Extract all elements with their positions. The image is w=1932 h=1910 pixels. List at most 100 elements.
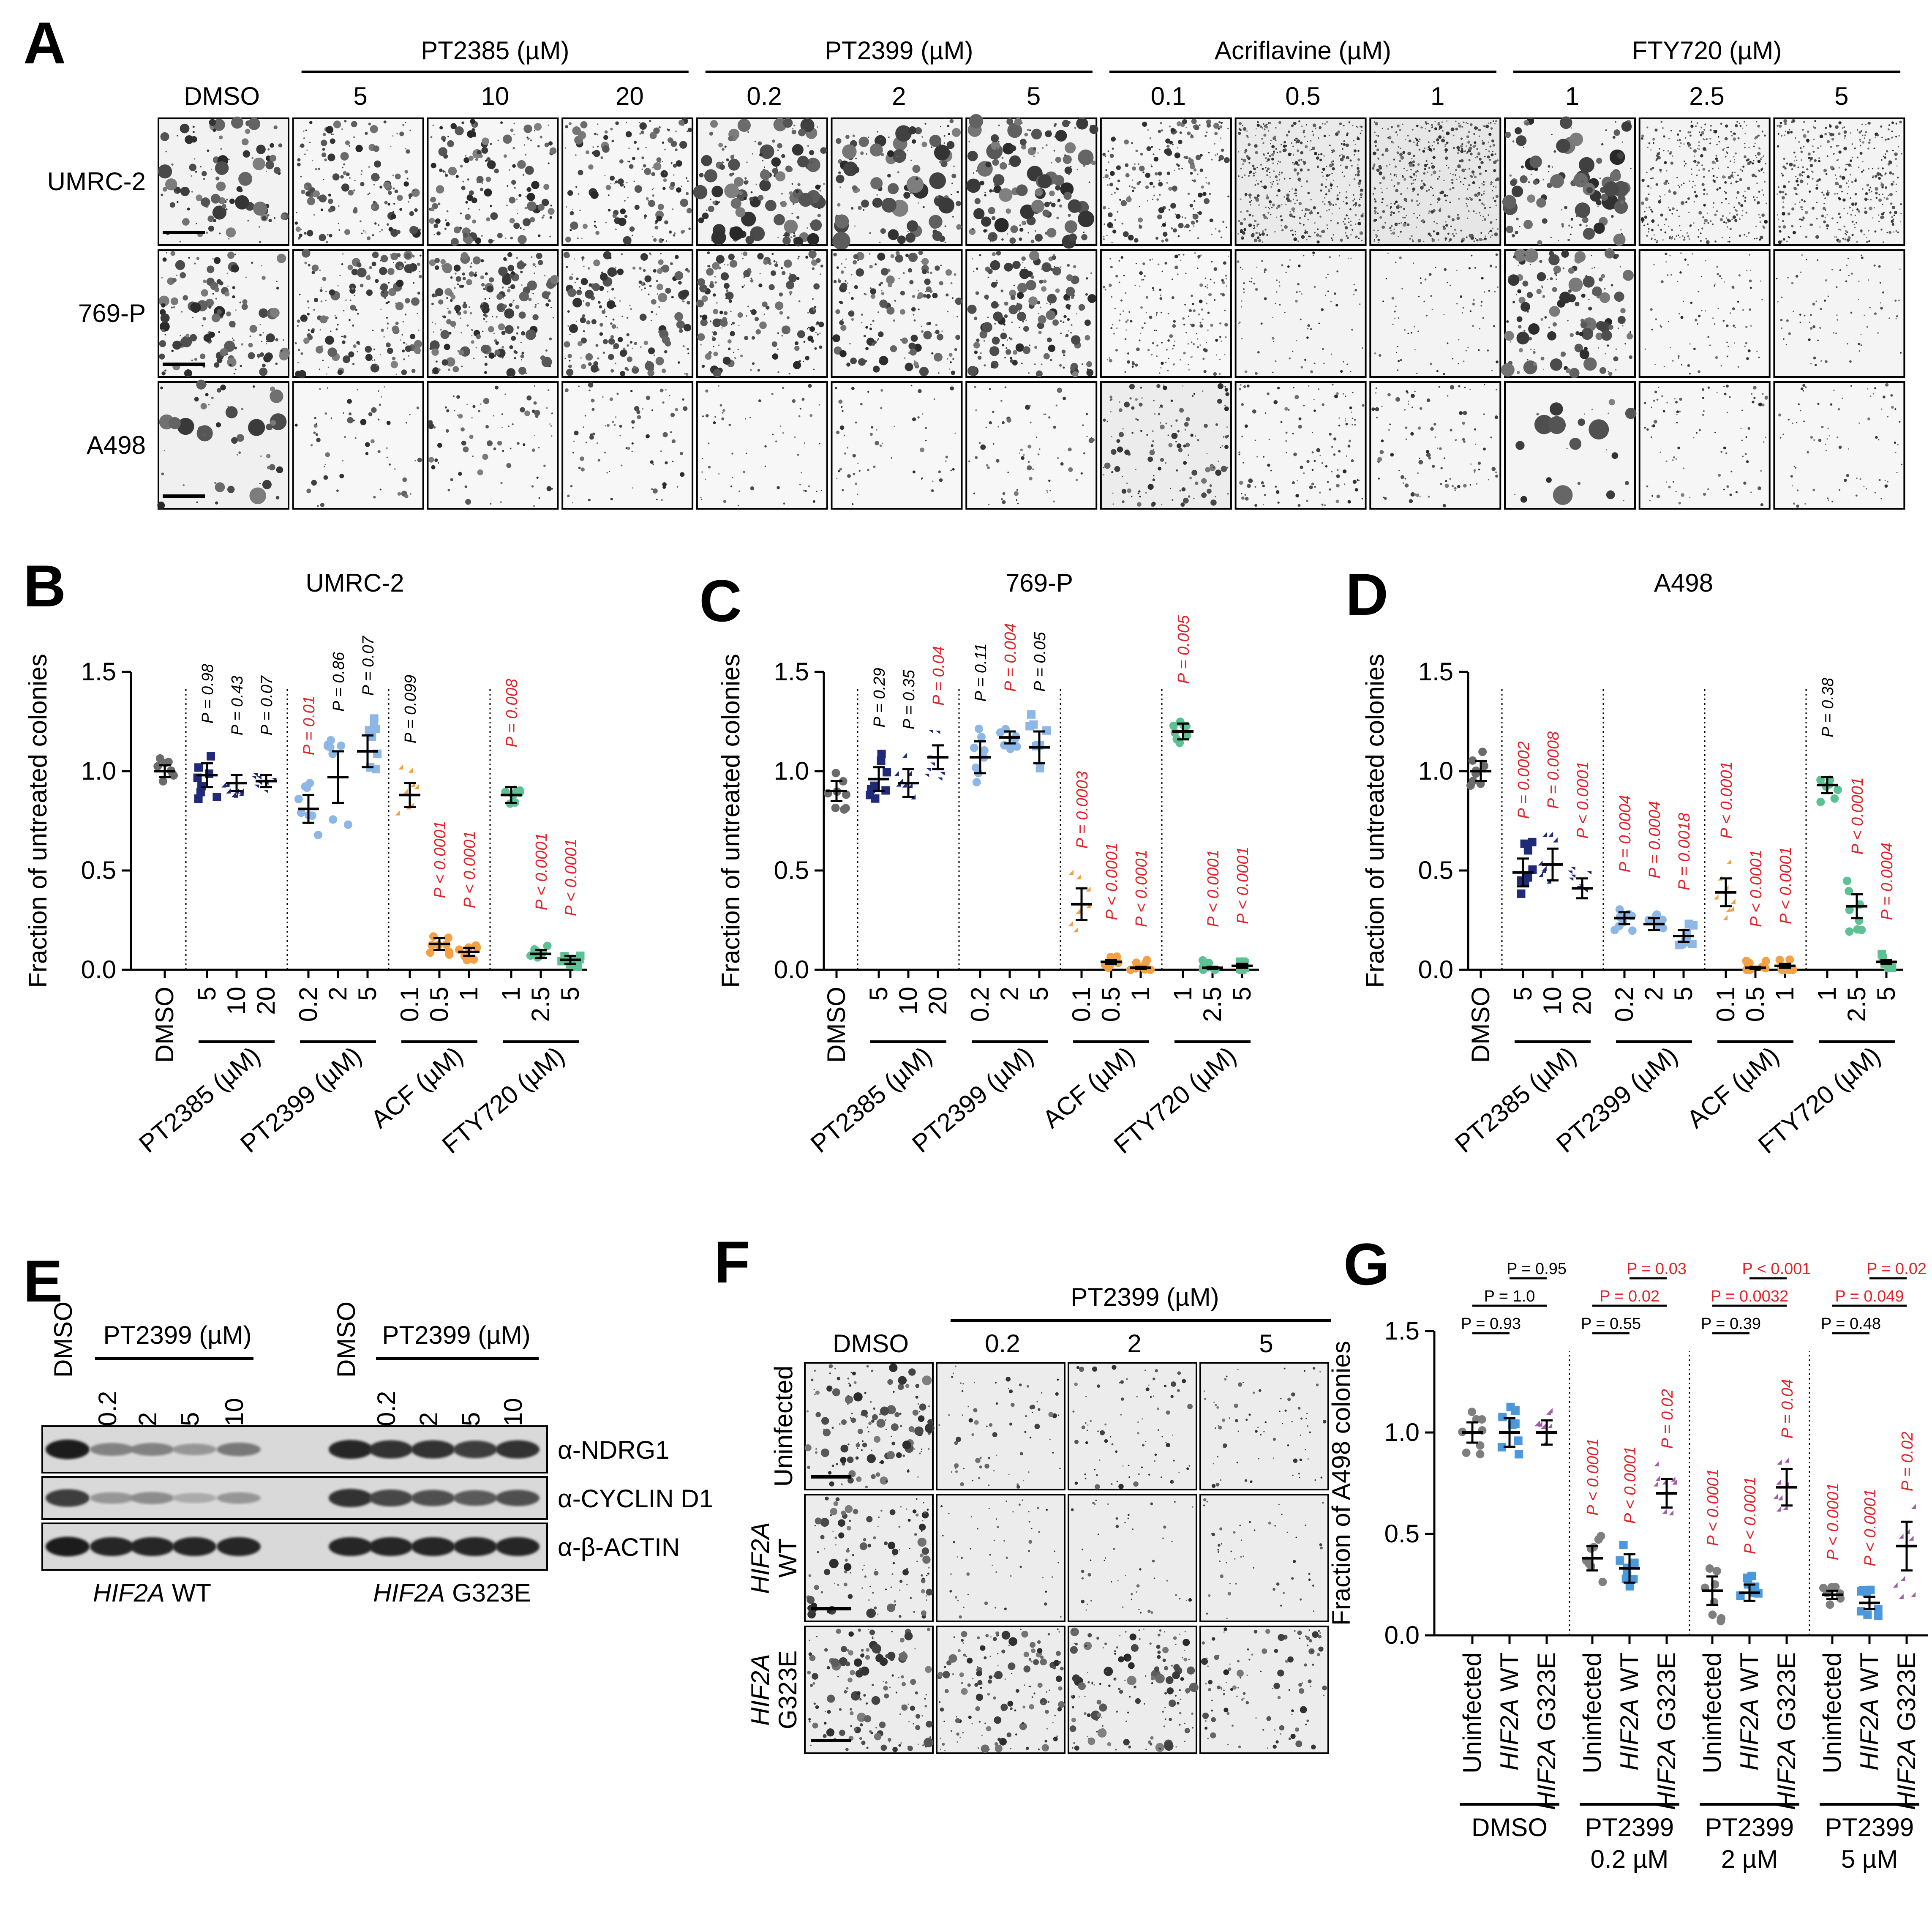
colony-dot (1255, 232, 1258, 235)
colony-dot (613, 183, 616, 185)
colony-dot (1697, 147, 1698, 149)
colony-dot (1275, 303, 1276, 304)
colony-dot (1009, 155, 1021, 167)
colony-dot (1793, 151, 1796, 154)
colony-dot (1497, 228, 1499, 230)
colony-dot (414, 208, 418, 212)
colony-dot (1733, 206, 1735, 208)
colony-dot (903, 192, 910, 199)
colony-dot (1748, 147, 1750, 148)
colony-dot (1300, 223, 1302, 224)
colony-dot (1015, 343, 1024, 352)
colony-dot (1155, 237, 1158, 240)
colony-dot (664, 220, 668, 224)
colony-dot (1131, 186, 1133, 188)
colony-dot (992, 252, 996, 256)
colony-dot (1466, 145, 1467, 147)
colony-dot (307, 300, 309, 303)
colony-dot (1311, 131, 1313, 132)
colony-dot (657, 293, 659, 295)
colony-dot (1045, 130, 1052, 137)
colony-dot (1319, 159, 1322, 161)
colony-dot (191, 175, 192, 177)
colony-dot (493, 354, 496, 357)
colony-dot (611, 139, 614, 142)
colony-dot (976, 170, 978, 172)
colony-dot (517, 213, 518, 214)
colony-dot (588, 267, 590, 270)
colony-dot (1051, 162, 1052, 164)
colony-dot (655, 313, 657, 315)
colony-dot (1399, 160, 1401, 162)
colony-dot (936, 196, 939, 199)
colony-dot (1856, 156, 1858, 158)
colony-dot (438, 299, 444, 305)
colony-dot (1650, 149, 1652, 151)
colony-dot (956, 201, 961, 207)
colony-dot (1733, 137, 1736, 141)
colony-dot (820, 273, 821, 275)
colony-dot (944, 225, 947, 227)
colony-dot (1869, 186, 1872, 188)
colony-dot (1620, 199, 1622, 201)
colony-dot (991, 141, 1000, 150)
colony-dot (1353, 284, 1355, 285)
colony-dot (1200, 254, 1202, 256)
colony-dot (1310, 140, 1312, 142)
colony-dot (1742, 128, 1744, 129)
colony-dot (1254, 184, 1256, 186)
colony-dot (489, 277, 494, 283)
colony-dot (1393, 185, 1395, 187)
colony-dot (1702, 167, 1706, 171)
colony-dot (973, 342, 980, 349)
colony-dot (1812, 171, 1814, 173)
colony-dot (1561, 250, 1569, 258)
colony-dot (1374, 131, 1376, 133)
colony-dot (409, 196, 411, 199)
colony-dot (1185, 224, 1190, 228)
colony-dot (1224, 354, 1226, 355)
colony-dot (1279, 304, 1281, 306)
colony-dot (213, 257, 221, 264)
colony-dot (1292, 162, 1294, 164)
colony-dot (770, 270, 776, 276)
colony-dot (1198, 313, 1200, 316)
colony-dot (1200, 154, 1203, 157)
colony-dot (404, 264, 413, 273)
colony-dot (261, 341, 263, 342)
colony-dot (1444, 156, 1448, 160)
colony-dot (820, 265, 823, 267)
colony-dot (1219, 125, 1223, 128)
colony-dot (1651, 237, 1653, 240)
colony-dot (808, 250, 817, 259)
colony-dot (1800, 226, 1801, 227)
colony-dot (1004, 314, 1008, 318)
colony-dot (344, 229, 350, 235)
colony-dot (1054, 123, 1057, 126)
colony-dot (1777, 133, 1779, 135)
colony-dot (1297, 149, 1300, 152)
colony-dot (1668, 189, 1670, 191)
colony-dot (1412, 128, 1414, 131)
colony-dot (535, 304, 537, 306)
colony-dot (1838, 229, 1840, 230)
colony-dot (158, 164, 172, 179)
colony-dot (1205, 177, 1207, 179)
colony-dot (486, 285, 494, 293)
colony-dot (1011, 321, 1013, 323)
colony-dot (353, 207, 358, 211)
colony-dot (1471, 170, 1475, 174)
colony-dot (1385, 278, 1387, 280)
colony-dot (1741, 170, 1744, 172)
colony-dot (1463, 183, 1464, 186)
colony-dot (1053, 254, 1055, 256)
colony-dot (1310, 210, 1312, 212)
colony-dot (1468, 168, 1471, 170)
colony-dot (1145, 296, 1149, 299)
colony-dot (1244, 174, 1246, 176)
colony-dot (744, 336, 749, 341)
colony-dot (1277, 189, 1281, 193)
colony-dot (1153, 194, 1155, 196)
colony-dot (1814, 127, 1816, 129)
colony-dot (1523, 147, 1524, 148)
